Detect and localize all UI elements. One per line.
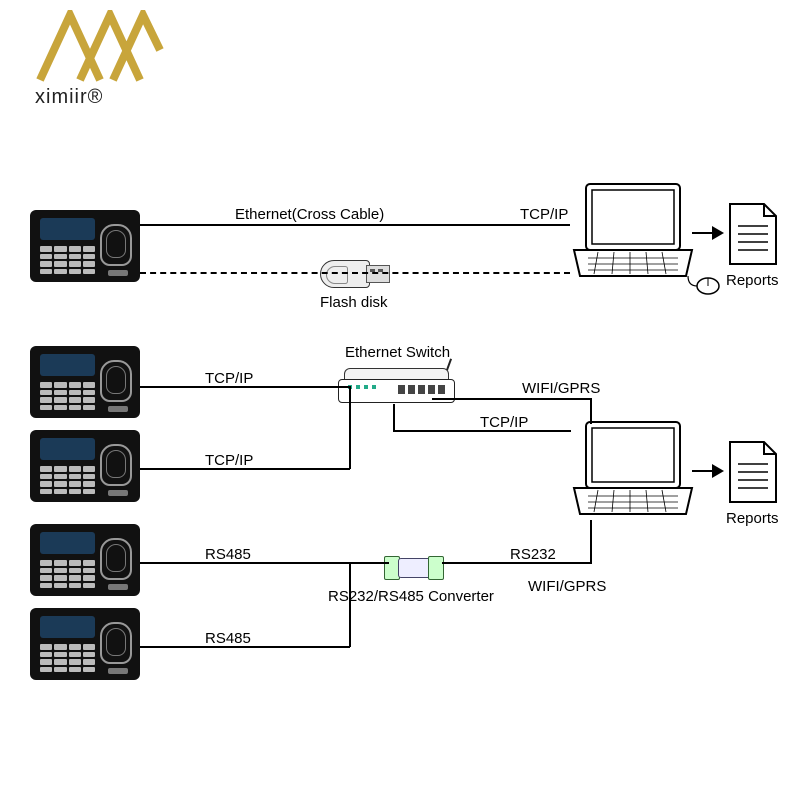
fingerprint-device-5 (30, 608, 140, 680)
ethernet-switch-label: Ethernet Switch (345, 344, 450, 361)
fingerprint-device-3 (30, 430, 140, 502)
connection-line (393, 404, 395, 432)
arrow-icon (692, 232, 722, 234)
fingerprint-device-1 (30, 210, 140, 282)
connection-line (140, 224, 570, 226)
computer-icon-2 (568, 418, 698, 528)
connection-line (349, 562, 351, 647)
connection-label: RS485 (205, 546, 251, 563)
diagram-stage: ximiir® Flash disk Ethernet Switch RS232… (0, 0, 800, 800)
report-icon-2 (726, 440, 781, 508)
converter-label: RS232/RS485 Converter (328, 588, 494, 605)
mouse-icon (686, 272, 720, 296)
ethernet-switch-icon (338, 368, 453, 406)
connection-line (590, 398, 592, 424)
computer-icon-1 (568, 180, 698, 290)
connection-line (432, 398, 592, 400)
brand-logo: ximiir® (35, 10, 165, 120)
fingerprint-device-4 (30, 524, 140, 596)
connection-line (590, 520, 592, 563)
connection-label: TCP/IP (480, 414, 528, 431)
connection-line-dashed (140, 272, 570, 274)
connection-label: RS485 (205, 630, 251, 647)
connection-line (349, 562, 389, 564)
report-icon-1 (726, 202, 781, 270)
rs232-rs485-converter-icon (384, 552, 444, 582)
arrow-icon (692, 470, 722, 472)
connection-label: TCP/IP (205, 452, 253, 469)
brand-name: ximiir® (35, 86, 165, 109)
fingerprint-device-2 (30, 346, 140, 418)
connection-label: WIFI/GPRS (522, 380, 600, 397)
report-label: Reports (726, 510, 779, 527)
connection-label: TCP/IP (520, 206, 568, 223)
connection-label: Ethernet(Cross Cable) (235, 206, 384, 223)
connection-label: RS232 (510, 546, 556, 563)
connection-label: TCP/IP (205, 370, 253, 387)
connection-line (349, 386, 351, 469)
report-label: Reports (726, 272, 779, 289)
connection-label: WIFI/GPRS (528, 578, 606, 595)
flash-disk-label: Flash disk (320, 294, 388, 311)
